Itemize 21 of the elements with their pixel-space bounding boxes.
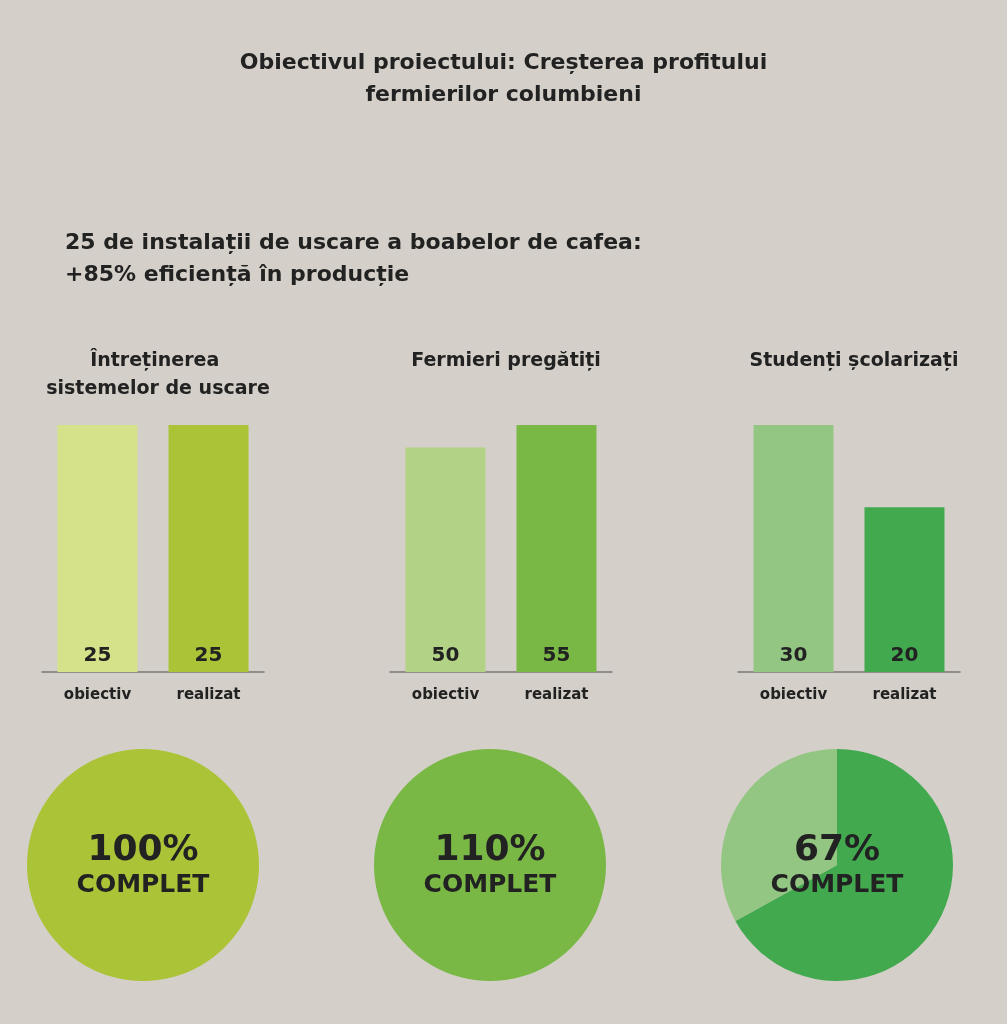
chart-title: Studenți școlarizați (749, 348, 959, 371)
data-label: 55 (542, 642, 571, 666)
text: 100% (87, 826, 199, 868)
data-label: 25 (194, 642, 223, 666)
x-tick-label: obiectiv (759, 684, 828, 703)
text: Obiectivul proiectului: Creșterea profitului fermierilor columbieni (238, 48, 769, 108)
chart-title: Fermieri pregătiți (411, 348, 601, 371)
x-tick-label: obiectiv (411, 684, 480, 703)
data-label: 30 (779, 642, 808, 666)
text: 25 de instalații de uscare a boabelor de cafea: +85% eficiență în producție (65, 228, 643, 288)
text: COMPLET (423, 868, 557, 898)
x-tick-label: realizat (872, 684, 937, 703)
x-tick-label: realizat (524, 684, 589, 703)
x-tick-label: obiectiv (63, 684, 132, 703)
text: COMPLET (76, 868, 210, 898)
text: 110% (434, 826, 546, 868)
data-label: 50 (431, 642, 460, 666)
data-label: 20 (890, 642, 919, 666)
x-tick-label: realizat (176, 684, 241, 703)
data-label: 25 (83, 642, 112, 666)
chart-title: Întreținerea sistemelor de uscare (46, 348, 270, 398)
